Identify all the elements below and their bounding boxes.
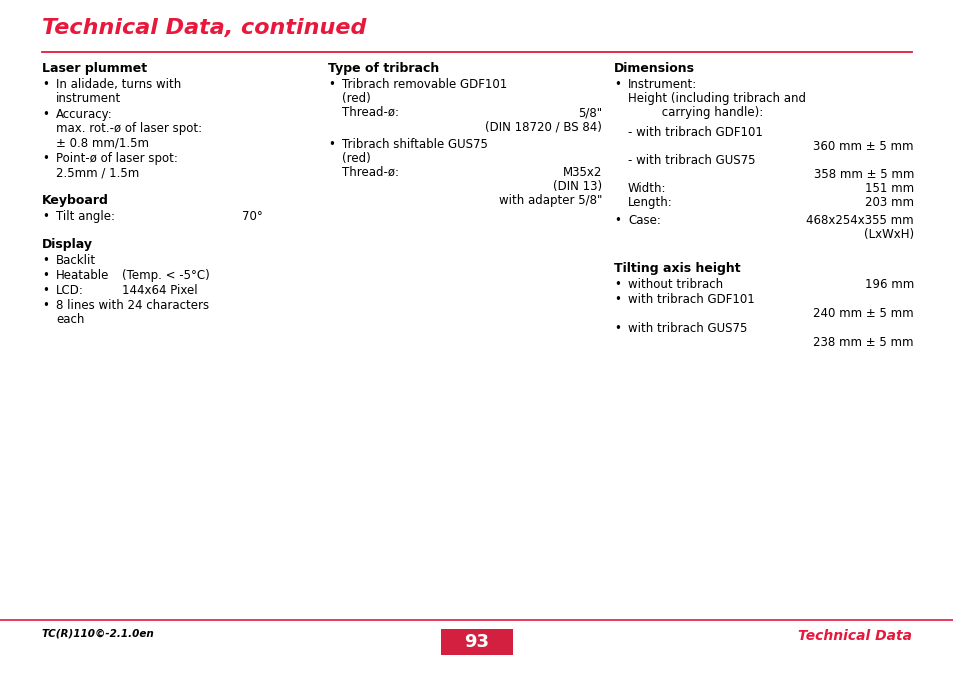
Text: •: • <box>42 299 49 312</box>
Text: Instrument:: Instrument: <box>627 78 697 91</box>
Text: Dimensions: Dimensions <box>614 62 695 75</box>
Text: •: • <box>42 269 49 282</box>
Text: 70°: 70° <box>242 210 262 223</box>
Text: 238 mm ± 5 mm: 238 mm ± 5 mm <box>813 336 913 349</box>
Text: with adapter 5/8": with adapter 5/8" <box>498 194 601 207</box>
Text: Tilt angle:: Tilt angle: <box>56 210 115 223</box>
Text: •: • <box>42 284 49 297</box>
Text: •: • <box>614 293 620 306</box>
Text: Backlit: Backlit <box>56 254 96 267</box>
Text: 5/8": 5/8" <box>578 106 601 119</box>
Text: •: • <box>42 108 49 121</box>
Text: LCD:: LCD: <box>56 284 84 297</box>
Text: •: • <box>42 210 49 223</box>
Text: 360 mm ± 5 mm: 360 mm ± 5 mm <box>813 140 913 153</box>
Text: Thread-ø:: Thread-ø: <box>341 106 398 119</box>
Text: 196 mm: 196 mm <box>863 278 913 291</box>
Text: •: • <box>614 214 620 227</box>
Text: - with tribrach GUS75: - with tribrach GUS75 <box>627 154 755 167</box>
Text: •: • <box>614 78 620 91</box>
Text: Width:: Width: <box>627 182 666 195</box>
Text: (red): (red) <box>341 92 371 105</box>
Text: (red): (red) <box>341 152 371 165</box>
Text: •: • <box>42 152 49 165</box>
Text: 468x254x355 mm: 468x254x355 mm <box>805 214 913 227</box>
Text: with tribrach GUS75: with tribrach GUS75 <box>627 322 746 335</box>
Text: 358 mm ± 5 mm: 358 mm ± 5 mm <box>813 168 913 181</box>
Text: •: • <box>328 138 335 151</box>
Text: Technical Data, continued: Technical Data, continued <box>42 18 366 38</box>
Text: Heatable: Heatable <box>56 269 110 282</box>
Text: 2.5mm / 1.5m: 2.5mm / 1.5m <box>56 166 139 179</box>
Text: max. rot.-ø of laser spot:: max. rot.-ø of laser spot: <box>56 122 202 135</box>
Text: Thread-ø:: Thread-ø: <box>341 166 398 179</box>
Text: 240 mm ± 5 mm: 240 mm ± 5 mm <box>813 307 913 320</box>
Text: In alidade, turns with: In alidade, turns with <box>56 78 181 91</box>
Text: carrying handle):: carrying handle): <box>627 106 762 119</box>
Text: Technical Data: Technical Data <box>797 629 911 643</box>
Text: 8 lines with 24 characters: 8 lines with 24 characters <box>56 299 209 312</box>
Text: (DIN 13): (DIN 13) <box>553 180 601 193</box>
Text: Height (including tribrach and: Height (including tribrach and <box>627 92 805 105</box>
Text: TC(R)110©-2.1.0en: TC(R)110©-2.1.0en <box>42 629 154 639</box>
Text: (Temp. < -5°C): (Temp. < -5°C) <box>122 269 210 282</box>
Text: (LxWxH): (LxWxH) <box>863 228 913 241</box>
Text: ± 0.8 mm/1.5m: ± 0.8 mm/1.5m <box>56 136 149 149</box>
Text: Point-ø of laser spot:: Point-ø of laser spot: <box>56 152 177 165</box>
Text: 93: 93 <box>464 633 489 651</box>
Text: Type of tribrach: Type of tribrach <box>328 62 438 75</box>
Text: Tilting axis height: Tilting axis height <box>614 262 740 275</box>
Text: •: • <box>42 78 49 91</box>
Text: 151 mm: 151 mm <box>864 182 913 195</box>
Text: Display: Display <box>42 238 92 251</box>
Text: 203 mm: 203 mm <box>864 196 913 209</box>
Text: instrument: instrument <box>56 92 121 105</box>
Text: with tribrach GDF101: with tribrach GDF101 <box>627 293 754 306</box>
Text: without tribrach: without tribrach <box>627 278 722 291</box>
Text: •: • <box>614 278 620 291</box>
FancyBboxPatch shape <box>440 629 513 655</box>
Text: each: each <box>56 313 84 326</box>
Text: •: • <box>42 254 49 267</box>
Text: Tribrach shiftable GUS75: Tribrach shiftable GUS75 <box>341 138 487 151</box>
Text: Laser plummet: Laser plummet <box>42 62 147 75</box>
Text: Case:: Case: <box>627 214 660 227</box>
Text: •: • <box>614 322 620 335</box>
Text: Length:: Length: <box>627 196 672 209</box>
Text: Tribrach removable GDF101: Tribrach removable GDF101 <box>341 78 507 91</box>
Text: •: • <box>328 78 335 91</box>
Text: (DIN 18720 / BS 84): (DIN 18720 / BS 84) <box>485 120 601 133</box>
Text: - with tribrach GDF101: - with tribrach GDF101 <box>627 126 762 139</box>
Text: M35x2: M35x2 <box>562 166 601 179</box>
Text: Accuracy:: Accuracy: <box>56 108 112 121</box>
Text: 144x64 Pixel: 144x64 Pixel <box>122 284 197 297</box>
Text: Keyboard: Keyboard <box>42 194 109 207</box>
